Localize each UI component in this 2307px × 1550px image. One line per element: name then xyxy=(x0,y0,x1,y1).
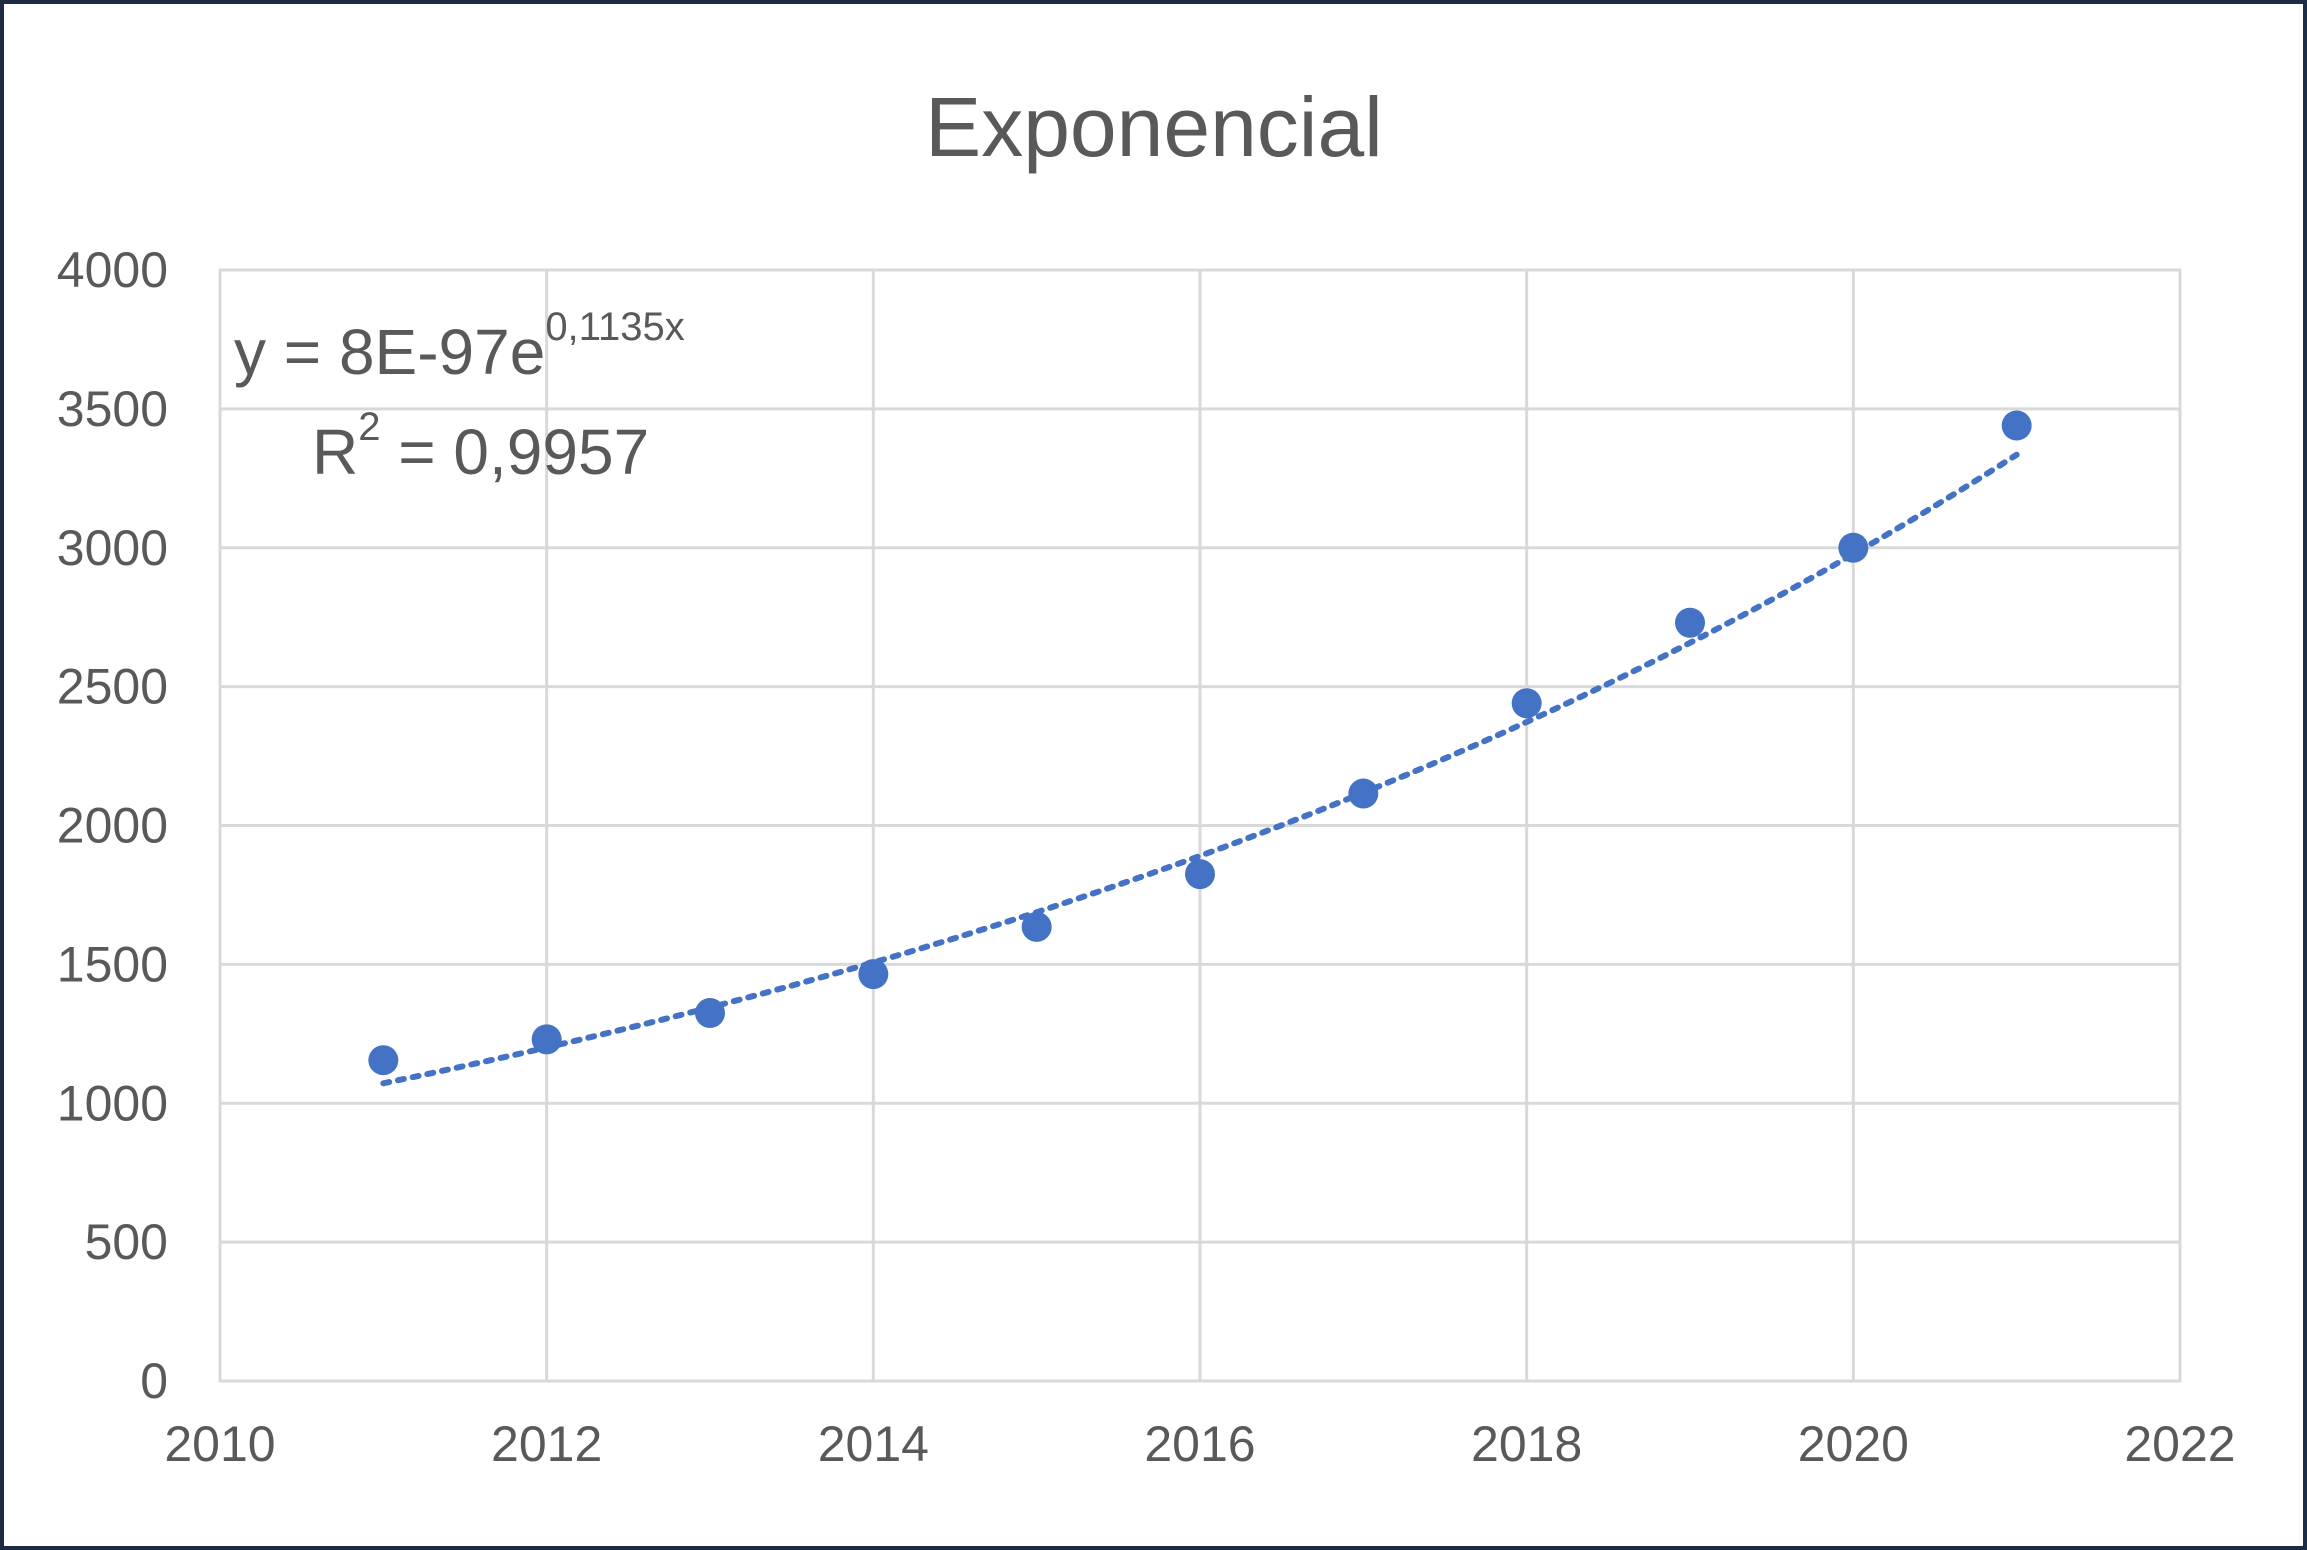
equation-exponent: 0,1135x xyxy=(545,305,684,349)
plot-area-border xyxy=(218,268,2182,1383)
data-point xyxy=(2001,410,2032,441)
data-point xyxy=(531,1024,562,1055)
y-tick-label: 500 xyxy=(85,1214,168,1270)
trendline-equation: y = 8E-97e0,1135x xyxy=(234,305,685,388)
chart-frame: Exponencial 0 500 1000 1500 2000 2500 3000 3500… xyxy=(4,4,2303,1546)
r-squared-value: = 0,9957 xyxy=(380,416,649,488)
x-tick-label: 2022 xyxy=(2124,1416,2235,1472)
y-tick-label: 4000 xyxy=(57,242,168,298)
y-tick-label: 1000 xyxy=(57,1075,168,1131)
y-tick-label: 2500 xyxy=(57,659,168,715)
r-squared-label: R2 = 0,9957 xyxy=(312,405,649,488)
r-squared-exponent: 2 xyxy=(358,405,380,449)
x-tick-label: 2010 xyxy=(164,1416,275,1472)
data-points xyxy=(368,410,2032,1076)
data-point xyxy=(1021,911,1052,942)
y-tick-label: 2000 xyxy=(57,798,168,854)
y-tick-label: 0 xyxy=(140,1353,168,1409)
data-point xyxy=(1185,859,1215,890)
data-point xyxy=(1511,688,1542,719)
x-tick-label: 2016 xyxy=(1144,1416,1255,1472)
scatter-chart: Exponencial 0 500 1000 1500 2000 2500 3000 3500… xyxy=(57,80,2236,1472)
data-point xyxy=(1838,532,1869,563)
data-point xyxy=(368,1045,399,1076)
grid xyxy=(218,268,2182,1383)
x-axis-ticks: 2010 2012 2014 2016 2018 2020 2022 xyxy=(164,1416,2235,1472)
x-tick-label: 2012 xyxy=(491,1416,602,1472)
data-point xyxy=(1348,778,1379,809)
equation-base: y = 8E-97e xyxy=(234,316,545,388)
data-point xyxy=(1675,607,1705,638)
x-tick-label: 2020 xyxy=(1798,1416,1909,1472)
data-point xyxy=(858,959,889,990)
exponential-trendline xyxy=(380,451,2020,1087)
svg-text:R2 = 0,9957: R2 = 0,9957 xyxy=(312,405,649,488)
y-tick-label: 1500 xyxy=(57,936,168,992)
chart-title: Exponencial xyxy=(925,80,1383,174)
y-axis-ticks: 0 500 1000 1500 2000 2500 3000 3500 4000 xyxy=(57,242,168,1409)
x-tick-label: 2014 xyxy=(818,1416,929,1472)
y-tick-label: 3500 xyxy=(57,381,168,437)
r-squared-base: R xyxy=(312,416,358,488)
x-tick-label: 2018 xyxy=(1471,1416,1582,1472)
y-tick-label: 3000 xyxy=(57,520,168,576)
svg-text:y = 8E-97e0,1135x: y = 8E-97e0,1135x xyxy=(234,305,685,388)
data-point xyxy=(695,997,725,1028)
